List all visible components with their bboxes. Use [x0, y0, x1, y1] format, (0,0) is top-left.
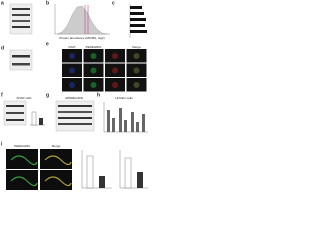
cell — [133, 67, 140, 74]
x-axis-label: Protein abundance (MS/MS, log2) — [59, 36, 104, 40]
bar — [130, 12, 144, 15]
cell — [69, 67, 75, 74]
image-grid: DAPI PEREGRIN Merge — [62, 45, 147, 92]
cell — [69, 53, 75, 59]
band — [12, 63, 30, 66]
bar — [99, 176, 105, 188]
panel-letter: f — [1, 92, 3, 98]
cell — [10, 155, 38, 166]
body: a b Protein abundance (MS/MS, log2) c d … — [0, 0, 150, 192]
bar — [124, 157, 132, 189]
panel-label: siPEREGRIN — [65, 96, 83, 100]
panel-letter: g — [46, 92, 49, 98]
band — [12, 20, 30, 22]
band — [12, 26, 30, 28]
panel-letter: h — [97, 92, 100, 98]
bar — [131, 112, 134, 132]
bar — [31, 111, 37, 126]
column-label: DAPI — [68, 45, 75, 49]
blot — [9, 3, 33, 35]
bar-chart — [129, 4, 147, 38]
band — [58, 123, 92, 125]
column-label: PEREGRIN — [14, 144, 30, 148]
bar — [86, 155, 94, 189]
cell — [112, 67, 118, 74]
image-grid: PEREGRIN Merge — [6, 144, 72, 190]
band — [58, 105, 92, 107]
cell — [90, 67, 97, 74]
blot-frame — [9, 49, 33, 71]
bar — [130, 18, 146, 21]
bars — [107, 108, 145, 132]
column-label: Merge — [52, 144, 61, 148]
band — [6, 105, 24, 107]
bar — [119, 108, 122, 132]
panel-letter: a — [1, 0, 4, 6]
column-label: Merge — [132, 45, 141, 49]
bar — [142, 114, 145, 132]
band — [12, 8, 30, 10]
bar — [137, 172, 143, 188]
bar — [39, 118, 43, 125]
micrograph — [40, 149, 72, 169]
distribution — [56, 5, 108, 35]
bar — [130, 24, 145, 27]
band — [6, 112, 24, 114]
band — [12, 14, 30, 16]
cell — [69, 82, 75, 88]
bar — [130, 30, 147, 33]
band — [58, 117, 92, 119]
bar — [107, 110, 110, 132]
micrograph — [6, 170, 38, 190]
micrograph — [6, 149, 38, 169]
panel-letter: i — [1, 141, 3, 147]
cell — [44, 155, 72, 166]
panel-letter: c — [112, 0, 115, 6]
bar — [130, 6, 142, 9]
histogram: Protein abundance (MS/MS, log2) — [54, 4, 110, 40]
cell — [44, 176, 72, 187]
bar — [124, 120, 127, 132]
cell — [133, 82, 140, 88]
cell — [10, 176, 38, 187]
panel-letter: d — [1, 45, 4, 51]
band — [12, 55, 30, 58]
band — [6, 119, 24, 121]
micrograph — [40, 170, 72, 190]
band — [58, 111, 92, 113]
panel-label: HUVEC cells — [115, 96, 133, 100]
column-label: PEREGRIN — [86, 45, 102, 49]
bar — [136, 122, 139, 132]
cell — [90, 53, 97, 59]
panel-letter: e — [46, 41, 49, 47]
page: {"panels": [ {"letter": "a"}, {"letter":… — [0, 0, 150, 192]
cell — [133, 53, 140, 59]
figure: a b Protein abundance (MS/MS, log2) c d … — [1, 0, 148, 190]
cell — [112, 53, 118, 59]
bar — [112, 118, 115, 132]
cell — [90, 82, 97, 88]
cell — [112, 82, 118, 88]
panel-letter: b — [46, 0, 49, 6]
panel-label: SNAP cells — [17, 96, 32, 100]
